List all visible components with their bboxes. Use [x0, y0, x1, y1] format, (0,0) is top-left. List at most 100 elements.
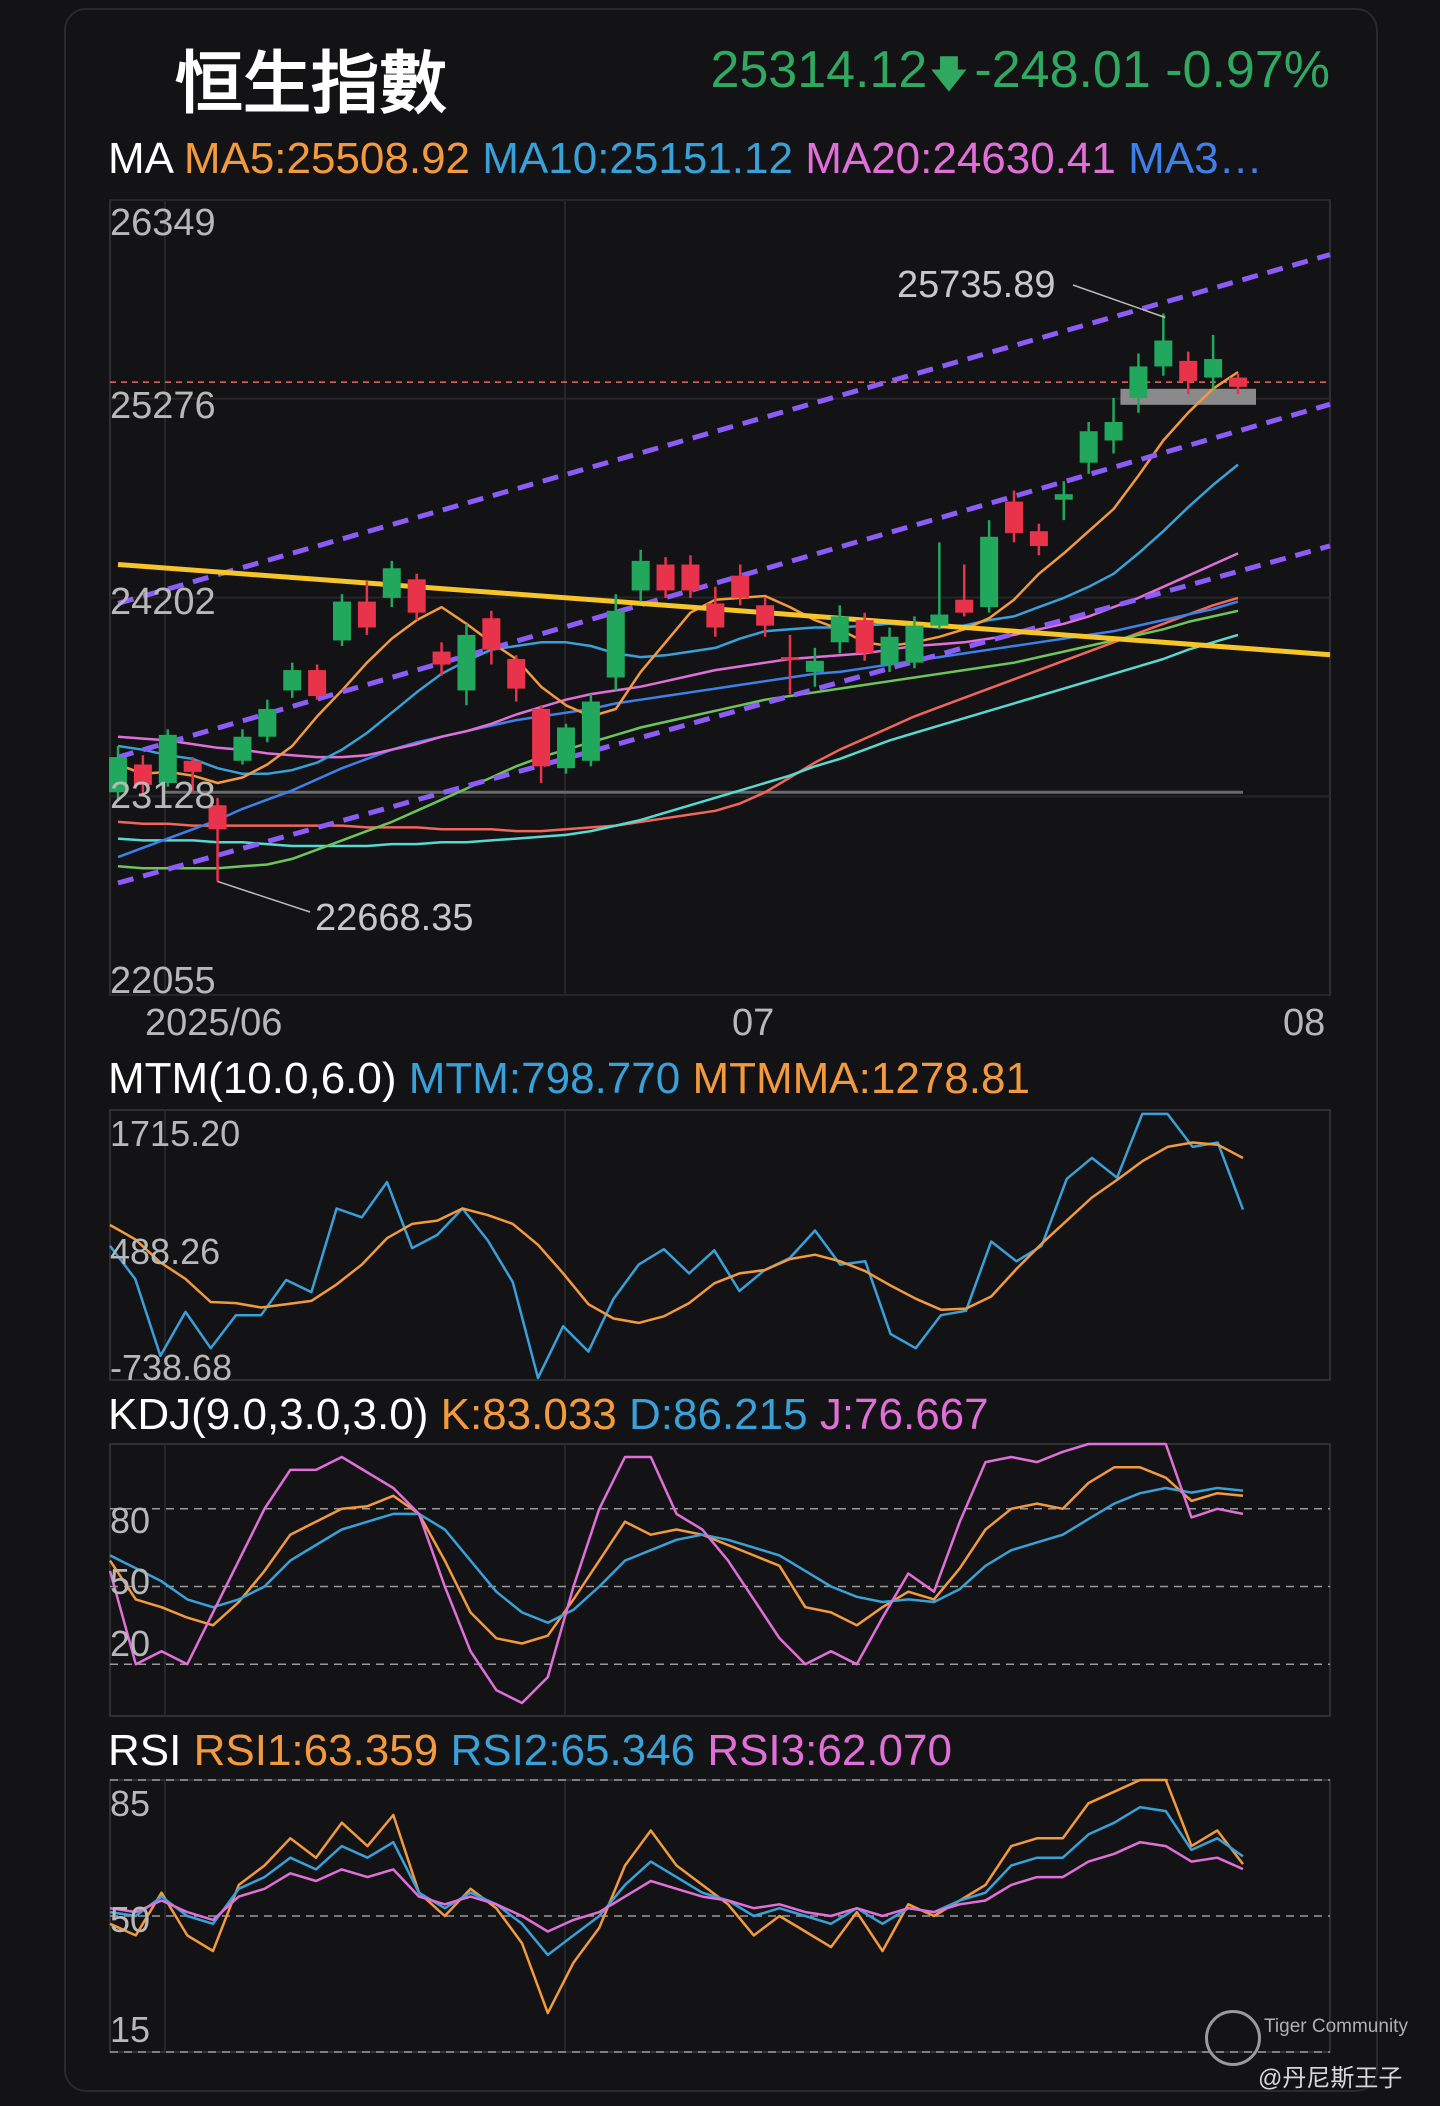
- mtm-legend-label: MTM(10.0,6.0): [108, 1054, 397, 1103]
- candle: [407, 573, 426, 621]
- mtmma-value: MTMMA:1278.81: [692, 1054, 1030, 1103]
- candle: [855, 612, 874, 661]
- ma5-line: [117, 370, 1239, 785]
- candle: [233, 729, 252, 765]
- candle-body: [905, 625, 924, 663]
- candle: [880, 627, 899, 672]
- candle-body: [507, 658, 526, 689]
- last-price: 25314.12: [710, 41, 928, 99]
- rsi1-value: RSI1:63.359: [193, 1726, 439, 1775]
- main-y-tick-label: 23128: [110, 775, 216, 817]
- candle: [830, 605, 849, 654]
- candle-body: [1029, 531, 1048, 547]
- low-annotation-leader: [217, 880, 311, 913]
- candle-body: [1204, 359, 1223, 378]
- kdj-legend: KDJ(9.0,3.0,3.0) K:83.033 D:86.215 J:76.…: [108, 1390, 989, 1440]
- candle: [756, 597, 775, 637]
- candle: [557, 723, 575, 774]
- down-arrow-icon: 🡇: [929, 54, 969, 96]
- kdj-d-line: [109, 1486, 1244, 1624]
- candle: [781, 634, 799, 695]
- candle-body: [258, 708, 277, 737]
- rsi-y-tick-label: 85: [110, 1783, 150, 1824]
- candle-body: [756, 605, 775, 626]
- candle: [507, 655, 526, 702]
- mtm-y-tick-label: -738.68: [110, 1347, 232, 1388]
- candle: [283, 662, 302, 698]
- panel-frame: [64, 8, 1378, 2092]
- ma-legend: MA MA5:25508.92 MA10:25151.12 MA20:24630…: [108, 134, 1263, 184]
- kdj-y-tick-label: 80: [110, 1500, 150, 1541]
- candle-body: [606, 610, 625, 678]
- ma10-line: [117, 463, 1239, 776]
- kdj-k-value: K:83.033: [440, 1390, 617, 1439]
- price-change: -248.01: [974, 41, 1151, 99]
- candle-body: [407, 579, 426, 613]
- mtm-y-tick-label: 488.26: [110, 1231, 220, 1272]
- mtm-value: MTM:798.770: [408, 1054, 681, 1103]
- candle: [158, 729, 177, 787]
- candle: [1129, 353, 1148, 413]
- candle: [1029, 523, 1048, 556]
- kdj-frame: [109, 1443, 1331, 1717]
- candle: [382, 560, 401, 608]
- candle: [980, 520, 999, 613]
- candle: [631, 549, 650, 602]
- candle-body: [1079, 431, 1098, 463]
- ma10-value: MA10:25151.12: [482, 134, 793, 183]
- channel-lower-trendline: [117, 543, 1331, 886]
- rsi-rsi3-line: [109, 1840, 1244, 1933]
- rsi3-value: RSI3:62.070: [707, 1726, 952, 1775]
- candle: [208, 797, 227, 882]
- rsi-rsi1-line: [109, 1778, 1244, 2015]
- candle: [1204, 334, 1223, 389]
- ma120-line: [117, 633, 1239, 848]
- low-annotation-label: 22668.35: [315, 897, 474, 939]
- ma250-line: [117, 596, 1239, 833]
- candle-body: [308, 670, 327, 696]
- mtm-mtmma-line: [109, 1141, 1244, 1325]
- candle: [930, 542, 949, 630]
- kdj-j-value: J:76.667: [819, 1390, 989, 1439]
- support-zone-box: [1120, 388, 1256, 405]
- candle: [333, 594, 351, 647]
- candle: [183, 757, 202, 793]
- candle-body: [1104, 421, 1123, 441]
- candle: [681, 555, 700, 598]
- ma20-value: MA20:24630.41: [805, 134, 1116, 183]
- candle-body: [805, 660, 824, 672]
- candle-body: [333, 601, 351, 641]
- candle-body: [930, 614, 949, 626]
- candle: [1005, 490, 1023, 543]
- candle-body: [781, 657, 799, 661]
- mtm-legend: MTM(10.0,6.0) MTM:798.770 MTMMA:1278.81: [108, 1054, 1030, 1104]
- candle: [109, 745, 127, 802]
- main-x-tick-label: 07: [732, 1002, 774, 1044]
- ma20-line: [117, 552, 1239, 759]
- main-y-tick-label: 24202: [110, 581, 216, 623]
- main-y-tick-label: 25276: [110, 385, 216, 427]
- rsi-legend-label: RSI: [108, 1726, 182, 1775]
- kdj-y-tick-label: 50: [110, 1561, 150, 1602]
- candle-body: [158, 734, 177, 784]
- candle: [805, 647, 824, 687]
- candle: [1229, 373, 1247, 395]
- price-change-pct: -0.97%: [1165, 41, 1330, 99]
- candle: [482, 610, 501, 665]
- candle-body: [183, 760, 202, 772]
- candle-body: [855, 620, 874, 654]
- candle-body: [830, 616, 849, 643]
- tiger-logo-icon: [1205, 2010, 1261, 2066]
- high-annotation-leader: [1072, 284, 1166, 319]
- main-x-tick-label: 2025/06: [145, 1002, 282, 1044]
- candle-body: [482, 618, 501, 650]
- candle: [258, 699, 277, 743]
- candle-body: [208, 805, 227, 830]
- candle-body: [133, 764, 152, 785]
- mtm-y-tick-label: 1715.20: [110, 1113, 240, 1154]
- candle-body: [1229, 377, 1247, 387]
- candle: [1154, 313, 1173, 376]
- candle: [1079, 421, 1098, 474]
- kdj-legend-label: KDJ(9.0,3.0,3.0): [108, 1390, 429, 1439]
